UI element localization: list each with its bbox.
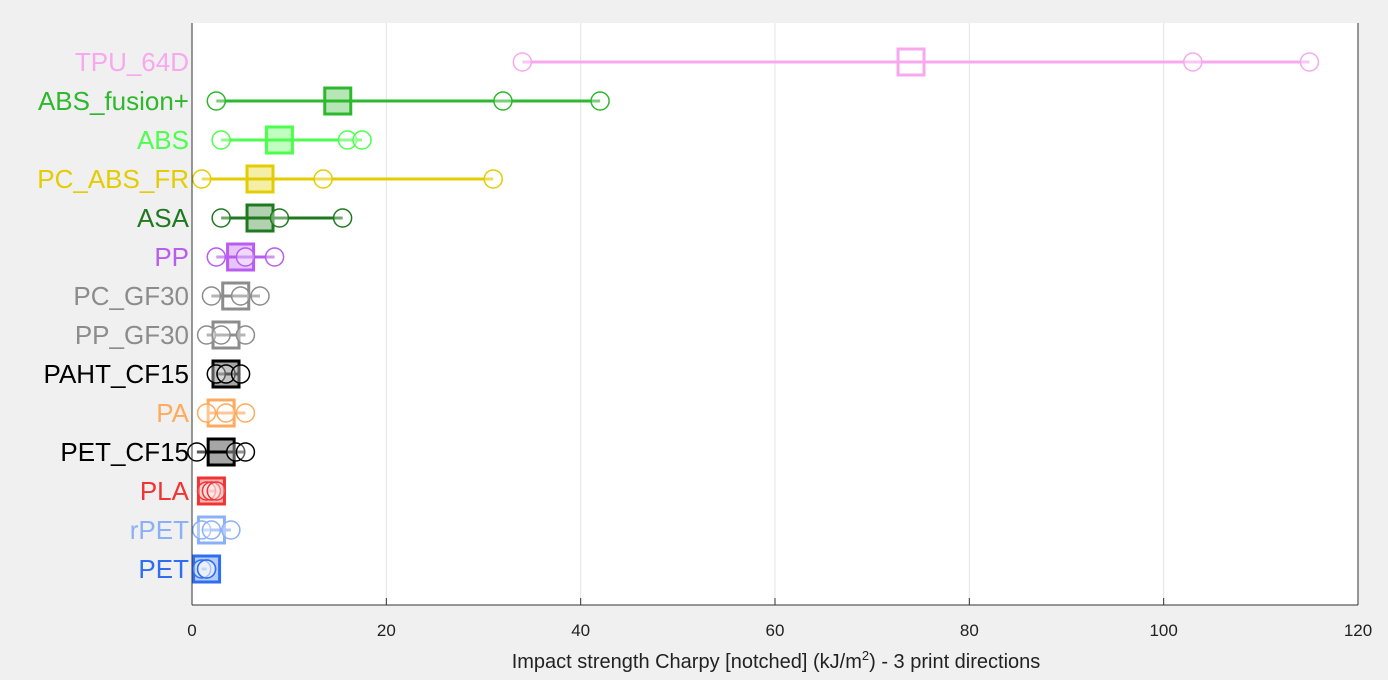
- x-tick-label: 60: [766, 621, 785, 640]
- data-point: [235, 325, 256, 345]
- grid: [385, 23, 1165, 605]
- mean-marker: [206, 398, 236, 428]
- mean-marker: [245, 203, 275, 233]
- series-pa: [196, 398, 256, 428]
- series-abs: [211, 125, 372, 155]
- category-label: ABS: [137, 125, 189, 155]
- data-point: [230, 364, 251, 384]
- data-point: [196, 403, 217, 423]
- data-point: [590, 91, 610, 111]
- x-axis-title: Impact strength Charpy [notched] (kJ/m2)…: [512, 648, 1041, 673]
- category-label: TPU_64D: [75, 47, 189, 77]
- data-point: [235, 247, 256, 267]
- mean-marker: [211, 320, 241, 350]
- category-label: rPET: [130, 515, 189, 545]
- series-pc-gf30: [201, 281, 270, 311]
- series-abs-fusion-: [206, 86, 610, 116]
- data-point: [337, 130, 358, 150]
- series-rpet: [191, 515, 241, 545]
- category-label: PAHT_CF15: [44, 359, 189, 389]
- data-point: [187, 442, 207, 462]
- category-label: PET: [138, 554, 189, 584]
- series-pc-abs-fr: [191, 164, 503, 194]
- x-axis-title-tail: ) - 3 print directions: [869, 651, 1040, 673]
- data-point: [211, 325, 231, 345]
- mean-marker: [896, 47, 926, 77]
- series-pp-gf30: [196, 320, 256, 350]
- data-point: [196, 325, 217, 345]
- series-layer: [187, 47, 1320, 584]
- series-pp: [206, 242, 285, 272]
- x-axis: 0 20 40 60 80 100 120: [187, 23, 1372, 640]
- data-point: [493, 91, 513, 111]
- data-point: [191, 169, 212, 189]
- data-point: [235, 442, 256, 462]
- data-point: [313, 169, 333, 189]
- data-point: [1183, 52, 1203, 72]
- series-pet-cf15: [187, 437, 256, 467]
- data-point: [211, 208, 231, 228]
- mean-marker: [221, 281, 251, 311]
- mean-marker: [245, 164, 275, 194]
- category-label: PP_GF30: [75, 320, 189, 350]
- x-tick-label: 100: [1149, 621, 1177, 640]
- data-point: [206, 481, 227, 501]
- category-label: PC_ABS_FR: [37, 164, 189, 194]
- data-point: [216, 364, 236, 384]
- x-axis-title-main: Impact strength Charpy [notched] (kJ/m: [512, 651, 862, 673]
- data-point: [483, 169, 503, 189]
- data-point: [196, 559, 217, 579]
- category-label: PET_CF15: [60, 437, 189, 467]
- data-point: [201, 481, 222, 501]
- x-tick-label: 0: [187, 621, 196, 640]
- data-point: [332, 208, 353, 228]
- series-paht-cf15: [206, 359, 251, 389]
- data-point: [235, 403, 256, 423]
- x-tick-label: 120: [1344, 621, 1372, 640]
- series-pla: [196, 476, 227, 506]
- category-label: PC_GF30: [73, 281, 189, 311]
- data-point: [201, 520, 222, 540]
- data-point: [1299, 52, 1320, 72]
- series-tpu-64d: [512, 47, 1320, 77]
- series-pet: [191, 554, 222, 584]
- data-point: [512, 52, 533, 72]
- category-labels: TPU_64D ABS_fusion+ ABS PC_ABS_FR ASA PP PC_GF…: [37, 47, 189, 584]
- x-tick-label: 80: [960, 621, 979, 640]
- mean-marker: [196, 515, 226, 545]
- data-point: [206, 91, 227, 111]
- category-label: ABS_fusion+: [38, 86, 189, 116]
- data-point: [221, 520, 241, 540]
- data-point: [211, 130, 231, 150]
- x-tick-label: 40: [571, 621, 590, 640]
- mean-marker: [264, 125, 294, 155]
- data-point: [250, 286, 270, 306]
- data-point: [191, 559, 212, 579]
- data-point: [216, 403, 236, 423]
- data-point: [201, 286, 222, 306]
- category-label: PP: [154, 242, 189, 272]
- category-label: PA: [156, 398, 189, 428]
- x-axis-title-sup: 2: [862, 648, 869, 663]
- data-point: [264, 247, 285, 267]
- series-asa: [211, 203, 353, 233]
- mean-marker: [323, 86, 353, 116]
- data-point: [352, 130, 372, 150]
- data-point: [206, 247, 227, 267]
- mean-marker: [206, 437, 236, 467]
- data-point: [230, 286, 251, 306]
- data-point: [269, 208, 290, 228]
- category-label: ASA: [137, 203, 190, 233]
- x-tick-label: 20: [377, 621, 396, 640]
- category-label: PLA: [140, 476, 190, 506]
